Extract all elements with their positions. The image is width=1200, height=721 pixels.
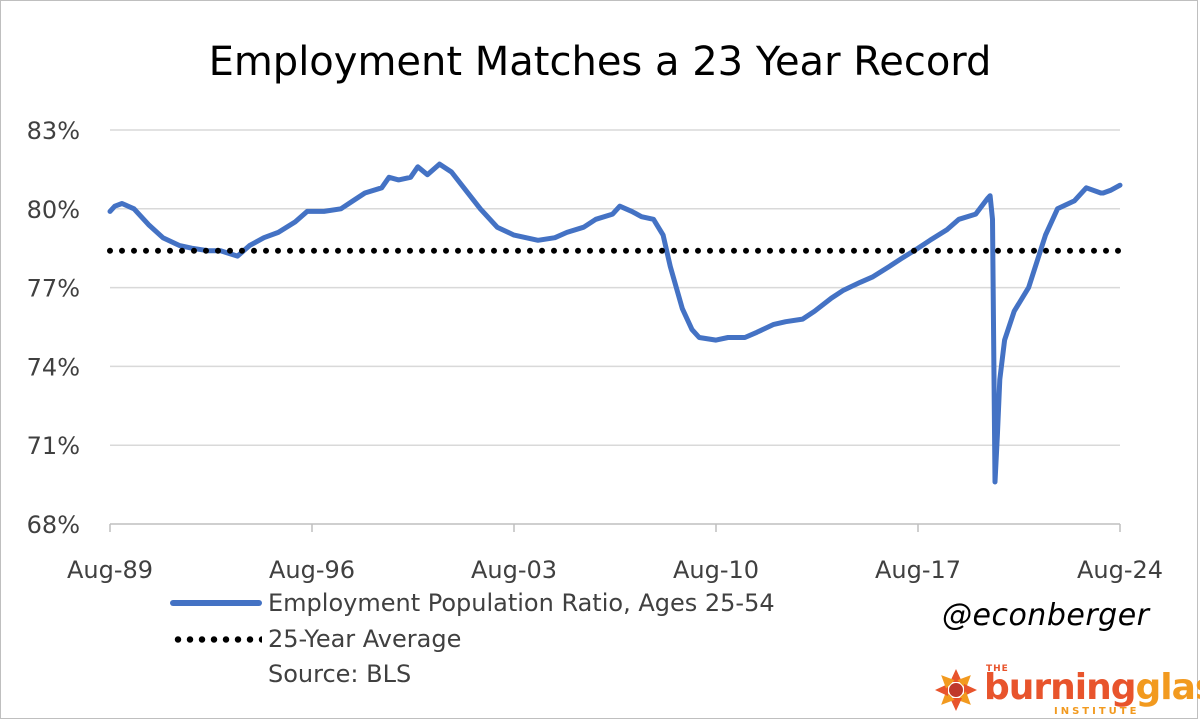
logo-the: THE bbox=[986, 664, 1009, 674]
logo-word-glass: glass bbox=[1135, 667, 1200, 708]
legend-item-employment: Employment Population Ratio, Ages 25-54 bbox=[170, 585, 775, 621]
y-tick-label: 83% bbox=[27, 117, 80, 145]
legend-item-average: 25-Year Average bbox=[170, 621, 461, 657]
x-tick-label: Aug-24 bbox=[1077, 556, 1163, 584]
x-tick-label: Aug-89 bbox=[67, 556, 153, 584]
x-tick-label: Aug-17 bbox=[875, 556, 961, 584]
chart-title: Employment Matches a 23 Year Record bbox=[208, 39, 992, 85]
legend-line bbox=[170, 600, 262, 606]
author-handle: @econberger bbox=[942, 598, 1150, 633]
y-tick-label: 77% bbox=[27, 275, 80, 303]
legend-label: Employment Population Ratio, Ages 25-54 bbox=[268, 589, 775, 617]
legend-swatch-dotted bbox=[170, 621, 262, 657]
x-tick-label: Aug-03 bbox=[471, 556, 557, 584]
y-tick-label: 71% bbox=[27, 432, 80, 460]
y-tick-label: 74% bbox=[27, 353, 80, 381]
source-note: Source: BLS bbox=[268, 660, 412, 688]
burning-glass-logo: THE burningglass INSTITUTE bbox=[934, 664, 1200, 718]
y-tick-label: 80% bbox=[27, 196, 80, 224]
legend-swatch-solid bbox=[170, 585, 262, 621]
legend-dots bbox=[172, 636, 262, 643]
legend-label: 25-Year Average bbox=[268, 625, 462, 653]
x-tick-label: Aug-10 bbox=[673, 556, 759, 584]
logo-word-burning: burning bbox=[984, 667, 1137, 708]
burst-logo-icon bbox=[935, 669, 977, 711]
logo-institute: INSTITUTE bbox=[1054, 706, 1140, 717]
logo-wordmark: burningglass bbox=[984, 668, 1200, 708]
employment-ratio-line bbox=[107, 161, 1123, 485]
x-tick-label: Aug-96 bbox=[269, 556, 355, 584]
y-tick-label: 68% bbox=[27, 511, 80, 539]
